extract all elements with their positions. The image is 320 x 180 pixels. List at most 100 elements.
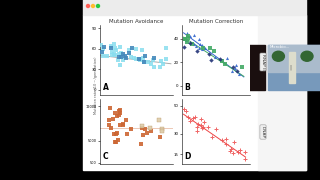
Point xyxy=(138,58,143,60)
Bar xyxy=(289,52,295,83)
Point xyxy=(188,42,193,45)
Point xyxy=(112,132,117,135)
Circle shape xyxy=(92,4,94,8)
Circle shape xyxy=(86,4,90,8)
Point xyxy=(140,126,145,129)
Point xyxy=(132,57,137,60)
Point xyxy=(242,157,247,160)
Point xyxy=(137,58,142,60)
Point xyxy=(223,63,228,66)
Point xyxy=(186,37,191,40)
Point xyxy=(141,60,146,63)
Text: D: D xyxy=(185,152,191,161)
Point xyxy=(197,38,202,41)
Point xyxy=(184,38,189,41)
Point xyxy=(183,38,188,40)
Point xyxy=(184,41,189,44)
Point xyxy=(117,46,122,48)
Point xyxy=(188,35,193,38)
Point xyxy=(164,57,169,60)
Point xyxy=(196,47,201,50)
Point xyxy=(242,151,247,154)
Ellipse shape xyxy=(224,75,246,89)
Point xyxy=(100,55,105,57)
Point xyxy=(139,48,144,51)
Point xyxy=(118,63,123,66)
Point xyxy=(118,123,123,126)
Point xyxy=(146,61,151,64)
Point xyxy=(159,128,164,131)
Point xyxy=(160,130,165,133)
Point xyxy=(188,119,193,122)
Point xyxy=(232,67,237,69)
Point xyxy=(113,141,118,143)
Point xyxy=(114,48,119,51)
Point xyxy=(140,134,146,137)
Point xyxy=(109,51,114,53)
Point xyxy=(110,118,116,121)
Point xyxy=(184,110,189,113)
Point xyxy=(190,117,195,120)
Point xyxy=(120,124,125,127)
Point xyxy=(116,53,122,56)
Point xyxy=(116,56,122,59)
Text: |: | xyxy=(289,65,291,70)
Point xyxy=(194,49,199,52)
Point xyxy=(183,38,188,40)
Point xyxy=(138,58,143,61)
Point xyxy=(182,46,187,48)
Point xyxy=(140,125,145,128)
Point xyxy=(133,57,139,60)
Circle shape xyxy=(227,53,243,69)
Point xyxy=(150,58,156,61)
Point xyxy=(111,43,116,46)
Point xyxy=(232,141,237,143)
Point xyxy=(205,125,211,128)
Point xyxy=(148,63,154,66)
Point xyxy=(117,112,122,114)
Point xyxy=(228,148,234,150)
Point xyxy=(124,133,129,136)
Point xyxy=(123,57,128,60)
Point xyxy=(113,141,118,144)
Point xyxy=(231,66,236,68)
Point xyxy=(235,150,240,153)
Point xyxy=(142,60,147,63)
Point xyxy=(109,47,114,50)
Point xyxy=(113,54,118,57)
Bar xyxy=(83,0,306,15)
Point xyxy=(207,53,212,56)
Point xyxy=(149,129,154,132)
Point xyxy=(230,70,235,73)
Point xyxy=(121,52,126,55)
Point xyxy=(186,35,191,38)
Point xyxy=(184,32,189,35)
Point xyxy=(100,51,105,53)
Point xyxy=(230,152,236,155)
Title: Mutation Correction: Mutation Correction xyxy=(189,19,243,24)
Point xyxy=(121,59,126,62)
Point xyxy=(101,46,107,49)
Point xyxy=(161,62,166,65)
Point xyxy=(158,59,163,62)
Point xyxy=(199,44,204,46)
Point xyxy=(223,138,228,141)
Point xyxy=(220,138,225,141)
Point xyxy=(142,55,147,58)
Point xyxy=(228,149,233,152)
Point xyxy=(208,47,213,50)
Point xyxy=(126,51,132,54)
Point xyxy=(152,57,157,60)
Point xyxy=(189,43,194,46)
Point xyxy=(116,109,121,112)
Point xyxy=(139,142,144,145)
Point xyxy=(110,54,115,57)
Text: B: B xyxy=(185,83,190,92)
Point xyxy=(200,125,205,128)
Text: DNAP: DNAP xyxy=(261,126,265,138)
Point xyxy=(157,136,162,139)
Point xyxy=(195,122,200,125)
Point xyxy=(192,115,197,118)
Point xyxy=(235,69,240,72)
Point xyxy=(198,123,203,126)
